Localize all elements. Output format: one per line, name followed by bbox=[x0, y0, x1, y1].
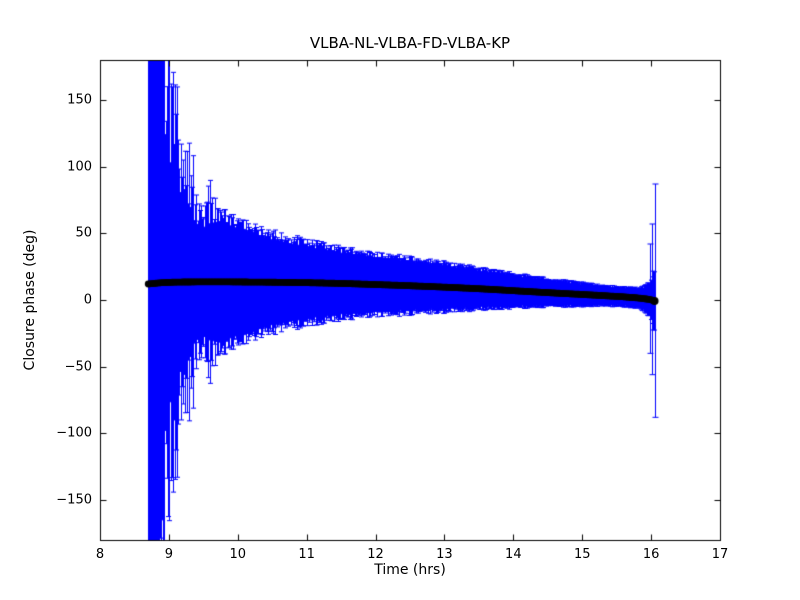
x-tick-label: 8 bbox=[95, 547, 105, 562]
x-tick-label: 12 bbox=[367, 547, 384, 562]
y-tick-label: −100 bbox=[56, 425, 92, 441]
x-tick-label: 11 bbox=[298, 547, 315, 562]
y-tick-label: −50 bbox=[64, 359, 92, 375]
y-tick-label: 100 bbox=[67, 159, 92, 175]
y-tick-label: 0 bbox=[83, 292, 92, 308]
x-tick-label: 17 bbox=[711, 547, 729, 562]
y-tick-label: 150 bbox=[67, 92, 92, 108]
x-axis-label: Time (hrs) bbox=[374, 562, 446, 578]
x-tick-label: 16 bbox=[642, 547, 660, 562]
x-tick-label: 9 bbox=[164, 547, 174, 562]
x-tick-label: 14 bbox=[505, 547, 522, 562]
y-tick-label: −150 bbox=[56, 492, 92, 508]
y-tick-label: 50 bbox=[75, 225, 92, 241]
x-tick-label: 13 bbox=[436, 547, 453, 562]
x-tick-label: 15 bbox=[573, 547, 591, 562]
x-tick-label: 10 bbox=[229, 547, 247, 562]
chart-title: VLBA-NL-VLBA-FD-VLBA-KP bbox=[309, 34, 511, 52]
